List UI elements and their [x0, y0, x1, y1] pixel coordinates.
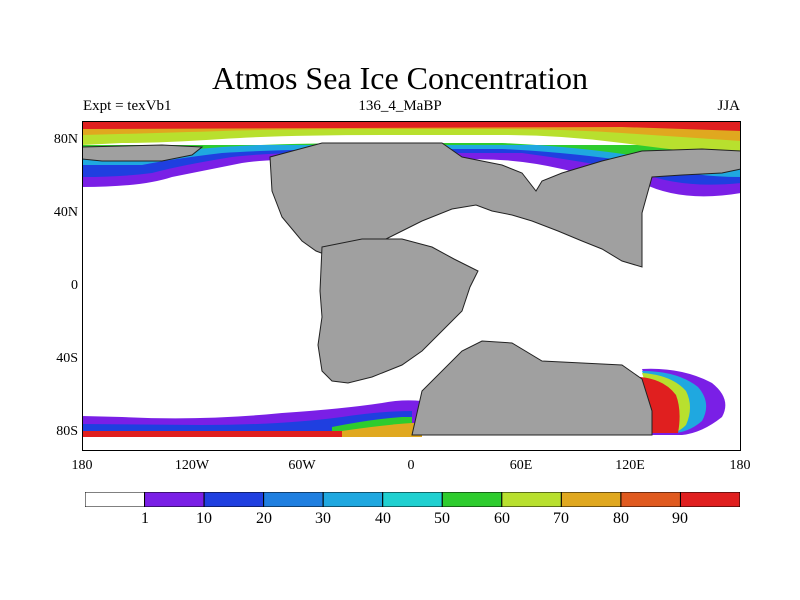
colorbar-swatch — [679, 492, 740, 507]
colorbar-swatch — [144, 492, 205, 507]
lat-label-80n: 80N — [53, 132, 78, 147]
map-title: Atmos Sea Ice Concentration — [212, 60, 588, 96]
colorbar-swatch — [441, 492, 503, 507]
colorbar-label-90: 90 — [672, 510, 688, 527]
lon-label-180w: 180 — [71, 458, 93, 473]
colorbar-label-60: 60 — [494, 510, 510, 527]
lon-label-0: 0 — [407, 458, 415, 473]
colorbar-swatch — [203, 492, 265, 507]
lon-label-120w: 120W — [174, 458, 210, 473]
colorbar-swatch — [85, 492, 146, 507]
period-label: 136_4_MaBP — [358, 98, 442, 114]
colorbar-swatch — [501, 492, 562, 507]
lon-label-60w: 60W — [288, 458, 316, 473]
lat-label-80s: 80S — [56, 424, 78, 439]
map-frame — [82, 121, 741, 451]
land-masses — [82, 142, 741, 436]
colorbar-swatch — [263, 492, 324, 507]
lon-label-120e: 120E — [615, 458, 645, 473]
colorbar-swatch — [560, 492, 622, 507]
sea-ice-map — [82, 121, 741, 451]
colorbar-label-10: 10 — [196, 510, 212, 527]
colorbar-label-1: 1 — [141, 510, 149, 527]
colorbar-label-80: 80 — [613, 510, 629, 527]
colorbar-label-70: 70 — [553, 510, 569, 527]
colorbar-label-20: 20 — [256, 510, 272, 527]
lat-label-40n: 40N — [53, 205, 78, 220]
colorbar — [85, 492, 740, 507]
colorbar-swatch — [322, 492, 384, 507]
lat-label-0: 0 — [71, 278, 78, 293]
lat-label-40s: 40S — [56, 351, 78, 366]
lon-label-180e: 180 — [729, 458, 751, 473]
colorbar-swatch — [382, 492, 443, 507]
lon-label-60e: 60E — [509, 458, 533, 473]
colorbar-label-40: 40 — [375, 510, 391, 527]
colorbar-swatch — [620, 492, 681, 507]
colorbar-label-30: 30 — [315, 510, 331, 527]
experiment-label: Expt = texVb1 — [83, 98, 172, 114]
colorbar-label-50: 50 — [434, 510, 450, 527]
season-label: JJA — [717, 98, 740, 114]
north-sea-ice — [82, 121, 741, 197]
